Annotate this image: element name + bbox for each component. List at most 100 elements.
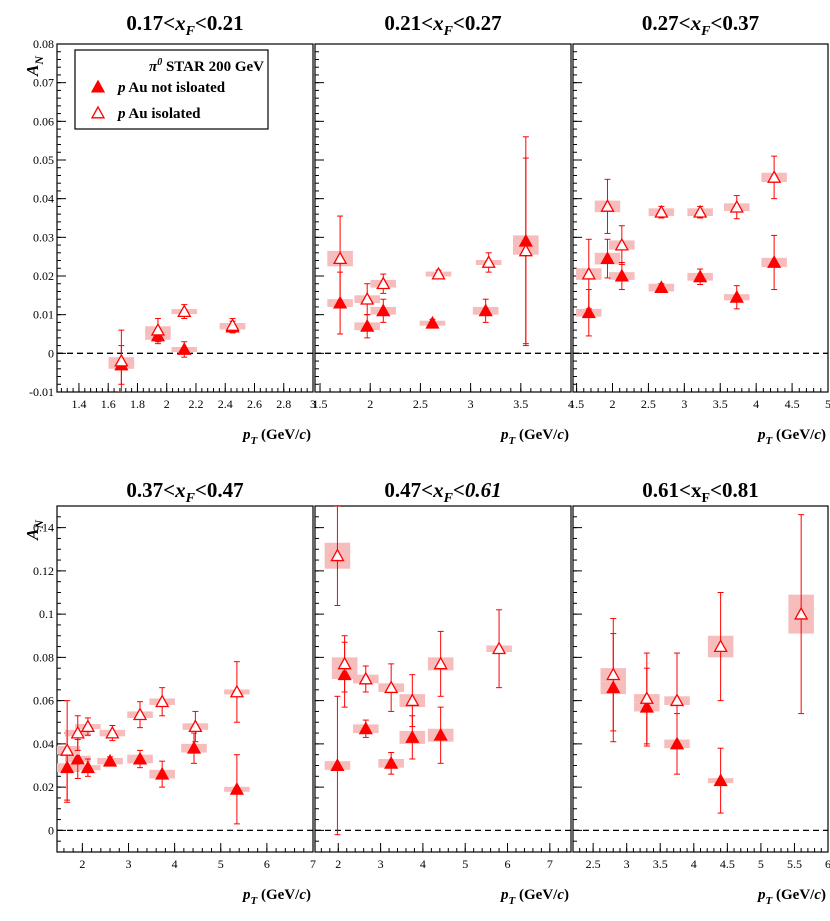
panel-frame — [56, 43, 314, 393]
legend-box — [74, 49, 269, 130]
panel-3: 1.5 2 2.5 3 3.5 4 4.5 5 pT (GeV/c) 0.27<xF<0.37 — [569, 11, 830, 447]
y-tick-label: 0.14 — [33, 521, 54, 535]
isolated-marker — [337, 656, 352, 670]
x-tick-label: 2 — [610, 397, 616, 411]
y-axis-label: AN — [23, 519, 46, 541]
x-tick-label: 4 — [172, 857, 178, 871]
plot-area — [108, 304, 246, 392]
isolated-marker — [332, 251, 348, 265]
y-tick-label: 0.02 — [33, 780, 54, 794]
isolated-marker — [581, 266, 596, 280]
not-isolated-marker — [80, 760, 96, 774]
x-tick-label: 3.5 — [513, 397, 528, 411]
legend: π0 STAR 200 GeV p Au not isloated p Au iso… — [74, 49, 269, 130]
x-tick-label: 1.6 — [101, 397, 116, 411]
x-tick-label: 5 — [825, 397, 830, 411]
not-isolated-marker — [384, 755, 399, 769]
not-isolated-marker — [70, 751, 85, 765]
y-tick-label: 0.02 — [33, 269, 54, 283]
not-isolated-marker — [330, 758, 345, 771]
x-tick-label: 2.6 — [247, 397, 262, 411]
x-tick-label: 2.5 — [586, 857, 601, 871]
y-tick-label: 0.06 — [33, 114, 54, 128]
x-tick-label: 2 — [164, 397, 170, 411]
panel-frame — [314, 43, 572, 393]
not-isolated-marker — [729, 289, 744, 303]
isolated-marker — [330, 548, 345, 562]
isolated-marker — [481, 255, 496, 268]
x-tick-label: 3.5 — [713, 397, 728, 411]
isolated-marker — [713, 639, 728, 653]
isolated-marker — [188, 719, 203, 733]
x-tick-label: 2.8 — [276, 397, 291, 411]
not-isolated-marker — [478, 303, 493, 317]
isolated-marker — [600, 199, 615, 212]
panel-title: 0.37<xF<0.47 — [126, 478, 243, 506]
not-isolated-marker — [425, 315, 440, 329]
y-tick-label: 0.01 — [33, 308, 54, 322]
plot-area — [327, 136, 539, 347]
legend-title: π0 STAR 200 GeV — [149, 57, 264, 75]
x-tick-label: 7 — [547, 857, 553, 871]
legend-label-1: p Au not isloated — [116, 80, 226, 96]
y-axis-label: AN — [23, 55, 46, 77]
x-axis-label: pT (GeV/c) — [499, 427, 569, 447]
x-tick-label: 5 — [758, 857, 764, 871]
panel-frame — [56, 505, 314, 853]
isolated-marker — [384, 680, 399, 694]
x-tick-label: 3 — [378, 857, 384, 871]
x-tick-label: 2.4 — [218, 397, 233, 411]
x-axis-label: pT (GeV/c) — [241, 887, 311, 907]
x-tick-label: 5.5 — [787, 857, 802, 871]
isolated-marker — [639, 691, 654, 704]
isolated-marker — [491, 641, 507, 655]
y-tick-label: 0.08 — [33, 650, 54, 664]
not-isolated-marker — [186, 740, 202, 754]
isolated-marker — [431, 266, 446, 280]
x-tick-label: 2 — [335, 857, 341, 871]
not-isolated-marker — [581, 305, 596, 319]
not-isolated-marker — [767, 255, 782, 268]
isolated-marker — [229, 684, 244, 698]
x-axis-label: pT (GeV/c) — [756, 887, 826, 907]
y-tick-label: 0.08 — [33, 37, 54, 51]
not-isolated-marker — [358, 721, 373, 735]
y-tick-label: 0.06 — [33, 694, 54, 708]
isolated-marker — [60, 743, 75, 756]
legend-marker-2 — [90, 105, 106, 119]
x-tick-label: 3.5 — [653, 857, 668, 871]
isolated-marker — [606, 667, 621, 681]
not-isolated-marker — [654, 280, 669, 294]
x-tick-label: 3 — [468, 397, 474, 411]
isolated-marker — [358, 671, 373, 685]
isolated-marker — [693, 204, 708, 218]
panel-4: 0 0.02 0.04 0.06 0.08 0.1 0.12 0.14 2 3 4 5 6 7 pT (Ge… — [33, 478, 316, 907]
isolated-marker — [132, 707, 148, 721]
isolated-marker — [518, 243, 533, 257]
isolated-marker — [225, 318, 240, 331]
y-tick-label: 0.04 — [33, 737, 54, 751]
y-tick-label: 0.05 — [33, 153, 54, 167]
x-tick-label: 2.2 — [188, 397, 203, 411]
isolated-marker — [155, 694, 170, 708]
not-isolated-marker — [360, 318, 375, 332]
x-tick-label: 3 — [624, 857, 630, 871]
plot-area — [600, 514, 814, 814]
panel-title: 0.61<xF<0.81 — [642, 478, 759, 506]
x-tick-label: 1.4 — [71, 397, 86, 411]
not-isolated-marker — [102, 753, 118, 767]
panel-5: 2 3 4 5 6 7 pT (GeV/c) 0.47<xF<0.61 — [314, 478, 572, 907]
panel-title: 0.27<xF<0.37 — [642, 11, 759, 39]
x-tick-label: 4 — [568, 397, 574, 411]
y-tick-label: 0.03 — [33, 230, 54, 244]
panel-title: 0.21<xF<0.27 — [384, 11, 501, 39]
x-tick-label: 2.5 — [641, 397, 656, 411]
y-tick-label: 0.1 — [39, 607, 54, 621]
isolated-marker — [767, 170, 782, 183]
plot-area — [57, 661, 250, 825]
not-isolated-marker — [693, 269, 708, 283]
isolated-marker — [360, 291, 375, 305]
not-isolated-marker — [229, 781, 244, 795]
panel-2: 1.5 2 2.5 3 3.5 4 pT (GeV/c) 0.21<xF<0.27 — [313, 11, 574, 447]
